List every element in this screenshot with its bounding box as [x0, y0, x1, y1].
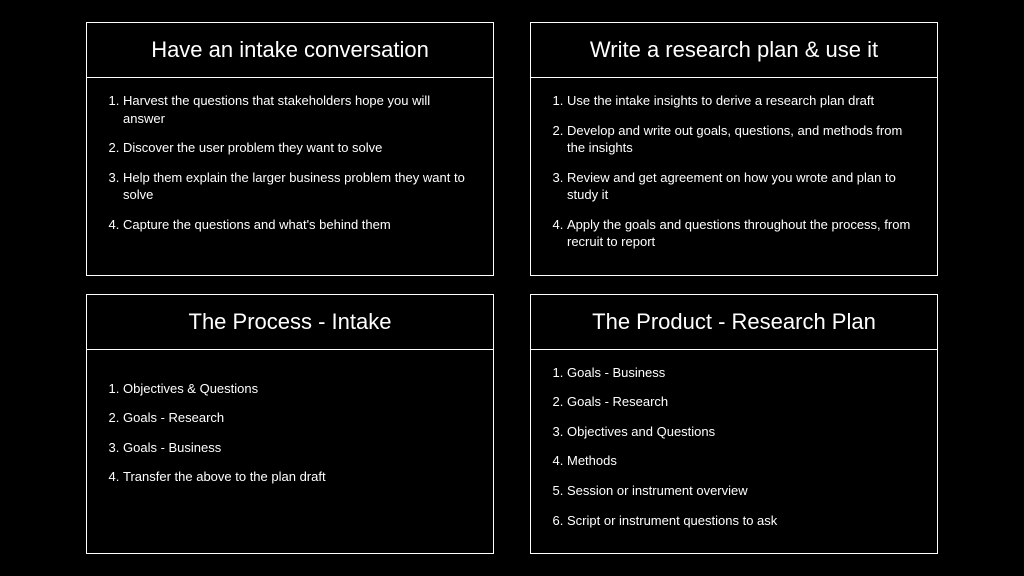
card-body: Harvest the questions that stakeholders …: [87, 78, 493, 249]
card-list: Harvest the questions that stakeholders …: [103, 92, 477, 233]
card-list: Objectives & Questions Goals - Research …: [103, 380, 477, 486]
card-list: Goals - Business Goals - Research Object…: [547, 364, 921, 529]
list-item: Review and get agreement on how you wrot…: [567, 169, 921, 204]
card-research-plan: Write a research plan & use it Use the i…: [530, 22, 938, 276]
list-item: Script or instrument questions to ask: [567, 512, 921, 530]
list-item: Harvest the questions that stakeholders …: [123, 92, 477, 127]
card-title: Write a research plan & use it: [531, 23, 937, 78]
list-item: Use the intake insights to derive a rese…: [567, 92, 921, 110]
card-title: Have an intake conversation: [87, 23, 493, 78]
card-body: Use the intake insights to derive a rese…: [531, 78, 937, 267]
card-body: Goals - Business Goals - Research Object…: [531, 350, 937, 545]
list-item: Goals - Research: [123, 409, 477, 427]
list-item: Apply the goals and questions throughout…: [567, 216, 921, 251]
list-item: Capture the questions and what's behind …: [123, 216, 477, 234]
card-title: The Product - Research Plan: [531, 295, 937, 350]
list-item: Transfer the above to the plan draft: [123, 468, 477, 486]
card-intake-conversation: Have an intake conversation Harvest the …: [86, 22, 494, 276]
list-item: Help them explain the larger business pr…: [123, 169, 477, 204]
list-item: Goals - Business: [123, 439, 477, 457]
card-list: Use the intake insights to derive a rese…: [547, 92, 921, 251]
card-process-intake: The Process - Intake Objectives & Questi…: [86, 294, 494, 554]
card-body: Objectives & Questions Goals - Research …: [87, 350, 493, 502]
list-item: Goals - Research: [567, 393, 921, 411]
card-title: The Process - Intake: [87, 295, 493, 350]
list-item: Develop and write out goals, questions, …: [567, 122, 921, 157]
list-item: Objectives & Questions: [123, 380, 477, 398]
list-item: Objectives and Questions: [567, 423, 921, 441]
list-item: Session or instrument overview: [567, 482, 921, 500]
card-grid: Have an intake conversation Harvest the …: [0, 0, 1024, 576]
list-item: Methods: [567, 452, 921, 470]
card-product-research-plan: The Product - Research Plan Goals - Busi…: [530, 294, 938, 554]
list-item: Goals - Business: [567, 364, 921, 382]
list-item: Discover the user problem they want to s…: [123, 139, 477, 157]
